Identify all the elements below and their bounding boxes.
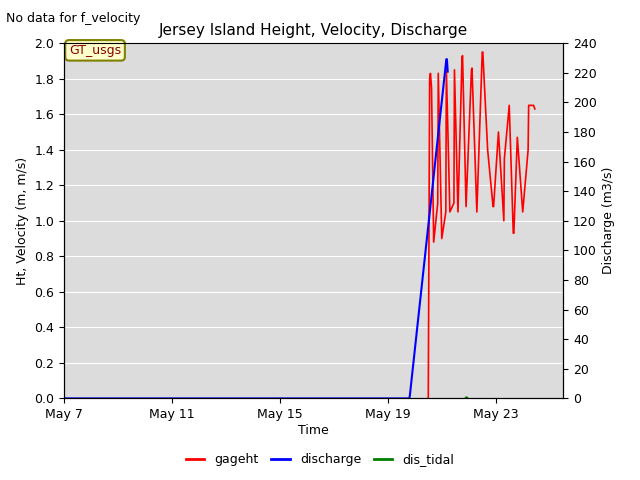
gageht xyxy=(458,55,466,60)
gageht xyxy=(490,204,497,209)
gageht xyxy=(468,67,476,72)
gageht xyxy=(531,106,539,112)
X-axis label: Time: Time xyxy=(298,424,329,437)
Y-axis label: Ht, Velocity (m, m/s): Ht, Velocity (m, m/s) xyxy=(16,157,29,285)
gageht xyxy=(459,53,467,59)
gageht xyxy=(525,103,532,108)
gageht xyxy=(479,49,486,55)
gageht xyxy=(427,71,435,76)
gageht xyxy=(426,76,433,82)
gageht xyxy=(434,200,442,206)
gageht xyxy=(435,71,442,76)
Legend: gageht, discharge, dis_tidal: gageht, discharge, dis_tidal xyxy=(180,448,460,471)
gageht xyxy=(442,67,450,72)
gageht xyxy=(468,65,476,71)
gageht xyxy=(489,204,497,209)
gageht xyxy=(479,49,486,55)
discharge xyxy=(406,396,413,401)
gageht xyxy=(530,103,538,108)
Line: gageht: gageht xyxy=(428,52,535,398)
Line: discharge: discharge xyxy=(64,59,448,398)
gageht xyxy=(524,147,532,153)
gageht xyxy=(500,156,508,161)
gageht xyxy=(430,239,438,245)
gageht xyxy=(446,209,454,215)
gageht xyxy=(462,204,470,209)
Text: GT_usgs: GT_usgs xyxy=(69,44,121,57)
Title: Jersey Island Height, Velocity, Discharge: Jersey Island Height, Velocity, Discharg… xyxy=(159,23,468,38)
discharge xyxy=(443,56,451,62)
discharge xyxy=(60,396,68,401)
gageht xyxy=(438,236,445,241)
gageht xyxy=(510,230,518,236)
Y-axis label: Discharge (m3/s): Discharge (m3/s) xyxy=(602,167,615,275)
discharge xyxy=(442,56,450,62)
gageht xyxy=(509,230,517,236)
gageht xyxy=(454,209,462,215)
gageht xyxy=(473,209,481,215)
gageht xyxy=(519,209,527,215)
discharge xyxy=(406,392,414,398)
gageht xyxy=(500,218,508,224)
Text: No data for f_velocity: No data for f_velocity xyxy=(6,12,141,25)
gageht xyxy=(442,209,450,215)
gageht xyxy=(506,103,513,108)
gageht xyxy=(428,84,435,90)
gageht xyxy=(513,134,521,140)
gageht xyxy=(451,67,458,72)
gageht xyxy=(495,129,502,135)
gageht xyxy=(450,200,458,206)
gageht xyxy=(424,396,432,401)
gageht xyxy=(484,147,492,153)
discharge xyxy=(444,69,452,74)
